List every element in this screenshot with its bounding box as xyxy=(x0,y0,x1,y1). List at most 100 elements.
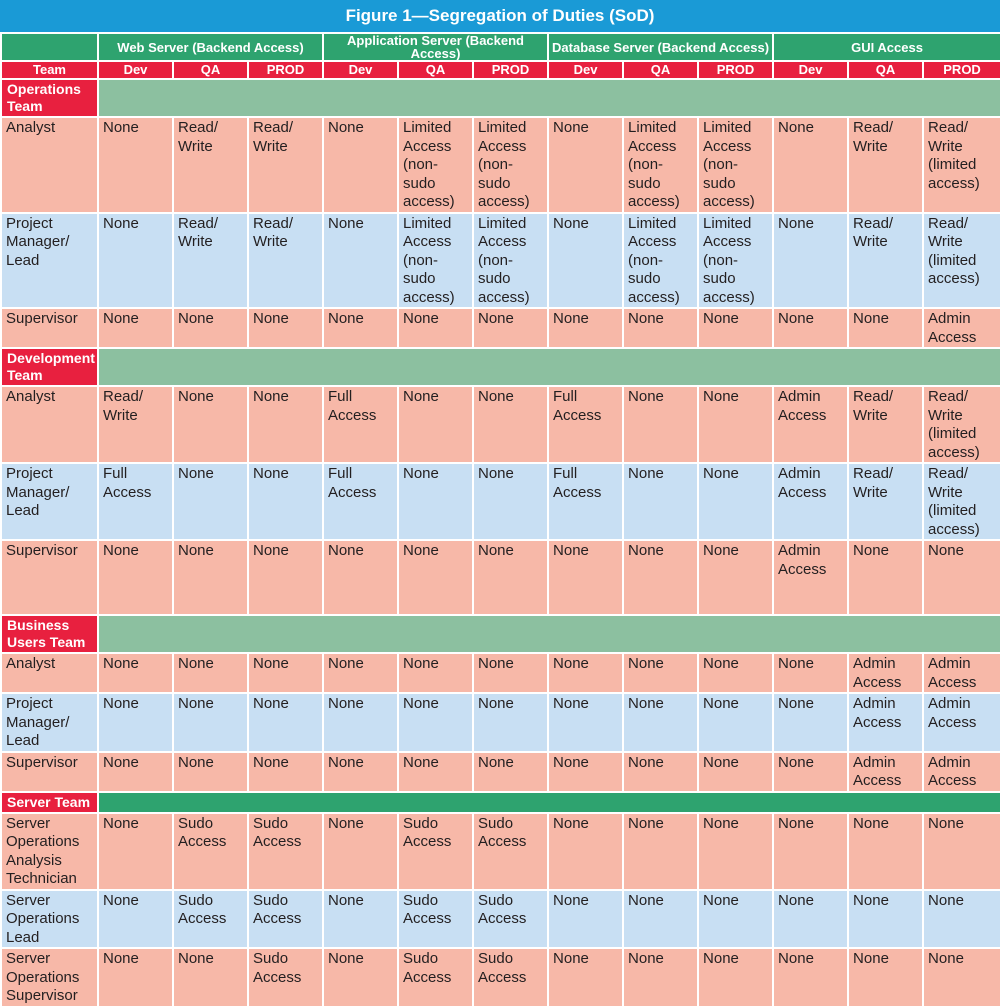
access-cell-app-prod: Limited Access (non-sudo access) xyxy=(471,116,550,214)
server-group-header-row: Web Server (Backend Access) Application … xyxy=(0,32,1000,62)
access-cell-gui-qa: Read/ Write xyxy=(847,462,925,541)
access-cell-gui-dev: Admin Access xyxy=(772,385,850,464)
access-cell-web-qa: None xyxy=(172,652,249,694)
access-cell-gui-prod: Read/ Write (limited access) xyxy=(922,116,1000,214)
section-header-row: Business Users Team xyxy=(0,614,1000,654)
access-cell-gui-prod: None xyxy=(922,811,1000,891)
access-cell-web-prod: None xyxy=(247,307,324,349)
access-cell-db-prod: None xyxy=(697,888,775,949)
access-cell-gui-qa: Admin Access xyxy=(847,750,925,793)
access-cell-db-prod: None xyxy=(697,462,775,541)
access-cell-gui-dev: None xyxy=(772,888,850,949)
access-cell-gui-dev: None xyxy=(772,652,850,694)
access-cell-web-dev: None xyxy=(97,750,174,793)
access-cell-db-dev: None xyxy=(547,539,625,616)
access-cell-web-prod: None xyxy=(247,539,324,616)
access-cell-db-qa: None xyxy=(622,692,700,753)
access-cell-app-dev: None xyxy=(322,811,399,891)
access-cell-db-qa: Limited Access (non-sudo access) xyxy=(622,116,700,214)
column-header-row: Team Dev QA PROD Dev QA PROD Dev QA PROD… xyxy=(0,60,1000,80)
access-cell-web-qa: None xyxy=(172,462,249,541)
access-cell-db-dev: Full Access xyxy=(547,462,625,541)
access-cell-app-qa: Limited Access (non-sudo access) xyxy=(397,116,474,214)
access-cell-db-dev: None xyxy=(547,211,625,309)
section-header-row: Development Team xyxy=(0,347,1000,387)
access-cell-gui-prod: None xyxy=(922,947,1000,1008)
role-cell: Project Manager/ Lead xyxy=(0,211,99,309)
access-cell-web-prod: None xyxy=(247,385,324,464)
access-cell-app-qa: Sudo Access xyxy=(397,947,474,1008)
access-cell-gui-qa: Admin Access xyxy=(847,652,925,694)
access-cell-db-prod: None xyxy=(697,652,775,694)
access-cell-app-prod: Sudo Access xyxy=(471,811,550,891)
access-cell-web-prod: Sudo Access xyxy=(247,811,324,891)
section-label: Business Users Team xyxy=(0,614,99,654)
access-cell-web-qa: None xyxy=(172,947,249,1008)
access-cell-gui-qa: Read/ Write xyxy=(847,385,925,464)
access-cell-app-prod: None xyxy=(471,750,550,793)
access-cell-gui-qa: None xyxy=(847,811,925,891)
access-cell-gui-prod: Admin Access xyxy=(922,750,1000,793)
access-cell-web-qa: None xyxy=(172,692,249,753)
section-header-row: Operations Team xyxy=(0,78,1000,118)
sod-table-body: Operations Team Analyst None Read/ Write Rea… xyxy=(0,78,1000,1008)
section-label: Development Team xyxy=(0,347,99,387)
access-cell-db-qa: None xyxy=(622,307,700,349)
role-row: Server Operations Lead None Sudo Access Sud… xyxy=(0,888,1000,949)
role-row: Project Manager/ Lead Full Access None None… xyxy=(0,462,1000,541)
access-cell-gui-prod: Read/ Write (limited access) xyxy=(922,462,1000,541)
access-cell-gui-prod: Admin Access xyxy=(922,692,1000,753)
section-band xyxy=(96,614,1000,654)
access-cell-app-dev: None xyxy=(322,539,399,616)
access-cell-gui-dev: None xyxy=(772,811,850,891)
access-cell-app-dev: None xyxy=(322,750,399,793)
role-cell: Server Operations Analysis Technician xyxy=(0,811,99,891)
access-cell-db-dev: None xyxy=(547,947,625,1008)
access-cell-app-dev: None xyxy=(322,307,399,349)
access-cell-gui-qa: None xyxy=(847,307,925,349)
section-header-row: Server Team xyxy=(0,790,1000,814)
access-cell-web-dev: None xyxy=(97,888,174,949)
access-cell-gui-qa: None xyxy=(847,947,925,1008)
access-cell-web-prod: None xyxy=(247,462,324,541)
app-dev-header: Dev xyxy=(322,60,399,80)
access-cell-app-qa: None xyxy=(397,652,474,694)
access-cell-app-dev: None xyxy=(322,888,399,949)
access-cell-app-prod: None xyxy=(471,307,550,349)
access-cell-gui-qa: None xyxy=(847,888,925,949)
sod-table: Web Server (Backend Access) Application … xyxy=(0,32,1000,1008)
access-cell-web-dev: None xyxy=(97,539,174,616)
access-cell-db-dev: None xyxy=(547,888,625,949)
access-cell-db-qa: None xyxy=(622,750,700,793)
access-cell-web-prod: Read/ Write xyxy=(247,211,324,309)
section-label: Server Team xyxy=(0,790,99,814)
access-cell-gui-prod: Admin Access xyxy=(922,307,1000,349)
access-cell-db-qa: None xyxy=(622,652,700,694)
gui-prod-header: PROD xyxy=(922,60,1000,80)
access-cell-gui-dev: Admin Access xyxy=(772,462,850,541)
access-cell-gui-prod: Read/ Write (limited access) xyxy=(922,211,1000,309)
access-cell-app-dev: Full Access xyxy=(322,462,399,541)
access-cell-app-prod: Sudo Access xyxy=(471,888,550,949)
role-cell: Server Operations Supervisor xyxy=(0,947,99,1008)
section-label: Operations Team xyxy=(0,78,99,118)
access-cell-db-dev: Full Access xyxy=(547,385,625,464)
access-cell-app-dev: None xyxy=(322,211,399,309)
role-cell: Project Manager/ Lead xyxy=(0,692,99,753)
access-cell-gui-prod: Admin Access xyxy=(922,652,1000,694)
role-cell: Supervisor xyxy=(0,307,99,349)
db-dev-header: Dev xyxy=(547,60,625,80)
role-row: Supervisor None None None None None None None No… xyxy=(0,307,1000,349)
access-cell-app-dev: None xyxy=(322,947,399,1008)
access-cell-db-prod: None xyxy=(697,750,775,793)
access-cell-db-dev: None xyxy=(547,811,625,891)
access-cell-db-dev: None xyxy=(547,116,625,214)
access-cell-app-qa: None xyxy=(397,462,474,541)
role-row: Analyst None None None None None None None None N… xyxy=(0,652,1000,694)
access-cell-web-dev: None xyxy=(97,811,174,891)
section-band xyxy=(96,78,1000,118)
app-qa-header: QA xyxy=(397,60,474,80)
role-cell: Server Operations Lead xyxy=(0,888,99,949)
access-cell-web-dev: None xyxy=(97,307,174,349)
role-row: Project Manager/ Lead None None None None Non… xyxy=(0,692,1000,753)
